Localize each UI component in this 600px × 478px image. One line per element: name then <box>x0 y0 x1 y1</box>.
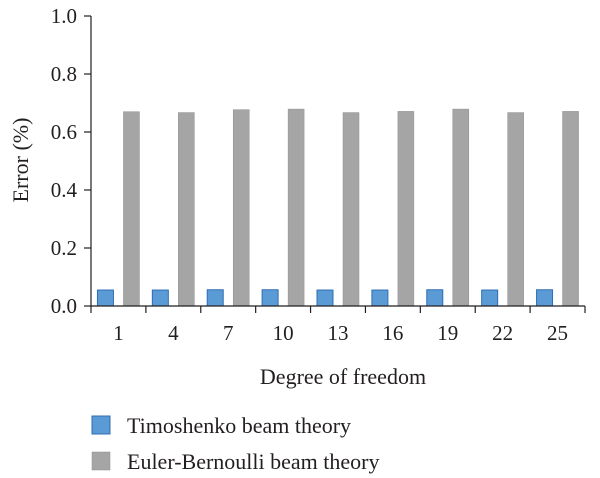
x-tick-label: 16 <box>382 321 403 345</box>
bar-euler-bernoulli-1 <box>123 111 140 307</box>
x-tick-label: 13 <box>328 321 349 345</box>
y-tick-label: 0.8 <box>51 62 77 86</box>
bar-euler-bernoulli-10 <box>287 108 305 307</box>
legend-swatch-euler-bernoulli <box>91 451 111 471</box>
bar-timoshenko-10 <box>261 289 279 307</box>
bar-timoshenko-1 <box>96 289 114 307</box>
legend-swatch-timoshenko <box>91 415 111 435</box>
legend: Timoshenko beam theory Euler-Bernoulli be… <box>91 413 379 474</box>
y-tick-label: 0.4 <box>51 178 78 202</box>
plot-area <box>96 108 579 307</box>
y-axis-title: Error (%) <box>8 118 33 203</box>
y-tick-label: 0.0 <box>51 294 77 318</box>
bar-timoshenko-7 <box>206 289 224 307</box>
bar-timoshenko-16 <box>371 289 389 307</box>
bar-euler-bernoulli-25 <box>562 111 579 307</box>
y-tick-label: 0.6 <box>51 120 77 144</box>
y-tick-label: 1.0 <box>51 4 77 28</box>
bar-euler-bernoulli-22 <box>507 112 524 307</box>
bar-timoshenko-25 <box>536 289 554 307</box>
legend-label-euler-bernoulli: Euler-Bernoulli beam theory <box>127 449 379 474</box>
x-tick-label: 19 <box>437 321 458 345</box>
x-tick-label: 4 <box>168 321 179 345</box>
x-tick-label: 22 <box>492 321 513 345</box>
bar-euler-bernoulli-13 <box>342 112 360 307</box>
bar-euler-bernoulli-16 <box>397 111 415 307</box>
y-axis: 0.0 0.2 0.4 0.6 0.8 1.0 <box>51 4 92 318</box>
x-tick-label: 25 <box>547 321 568 345</box>
bar-timoshenko-22 <box>481 289 499 307</box>
bar-euler-bernoulli-19 <box>452 108 470 307</box>
x-axis: 1 4 7 10 13 16 19 22 25 <box>90 305 586 345</box>
bar-timoshenko-19 <box>426 289 444 307</box>
x-axis-title: Degree of freedom <box>260 364 426 389</box>
bar-timoshenko-4 <box>151 289 169 307</box>
x-tick-label: 1 <box>113 321 124 345</box>
y-tick-label: 0.2 <box>51 236 77 260</box>
bar-timoshenko-13 <box>316 289 334 307</box>
bar-euler-bernoulli-4 <box>178 112 195 307</box>
bar-euler-bernoulli-7 <box>232 109 250 307</box>
x-tick-label: 7 <box>223 321 234 345</box>
x-tick-label: 10 <box>273 321 294 345</box>
legend-label-timoshenko: Timoshenko beam theory <box>127 413 351 438</box>
